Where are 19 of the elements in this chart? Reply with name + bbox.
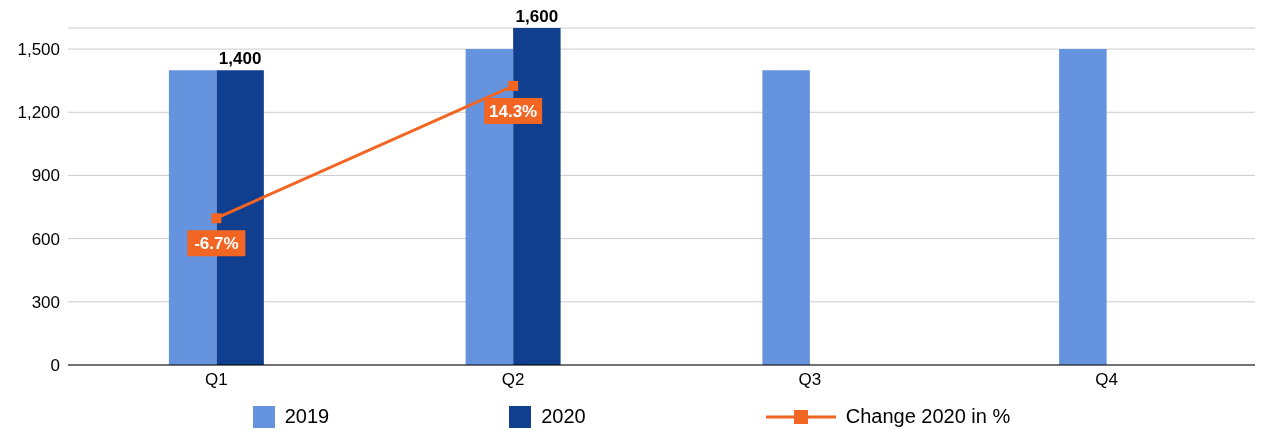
y-tick-label: 600 [31,229,60,249]
data-label: 14.3% [489,101,538,121]
bar [762,70,810,365]
y-tick-label: 1,500 [17,40,60,60]
legend-label: Change 2020 in % [844,405,1011,428]
legend-label: 2020 [540,405,586,428]
x-tick-label: Q3 [798,370,822,390]
data-label: 1,600 [515,7,559,26]
bar [1059,49,1107,365]
y-tick-label: 900 [31,166,60,186]
y-tick-label: 1,200 [17,103,60,123]
x-tick-label: Q2 [501,370,525,390]
legend-label: 2019 [283,405,330,428]
y-tick-label: 0 [50,356,60,376]
data-label: 1,400 [218,49,262,69]
x-tick-label: Q4 [1095,370,1118,390]
x-tick-label: Q1 [205,370,228,390]
y-tick-label: 300 [31,292,60,312]
data-label: -6.7% [194,234,239,254]
